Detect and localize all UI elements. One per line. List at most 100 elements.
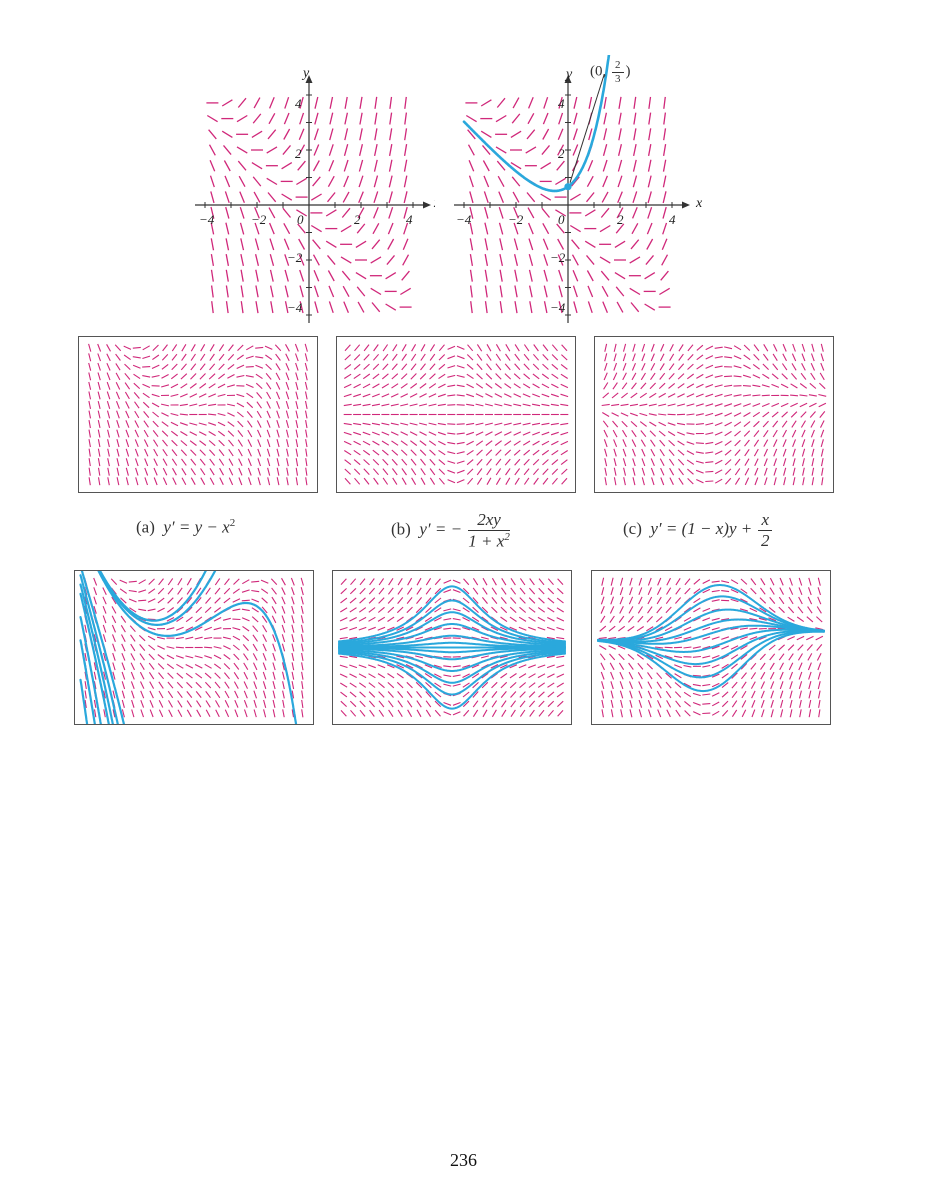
slope-segment — [456, 460, 465, 464]
slope-segment — [377, 682, 385, 689]
slope-segment — [428, 440, 437, 446]
slope-segment — [275, 353, 281, 361]
slope-segment — [664, 626, 673, 632]
slope-segment — [217, 412, 226, 417]
slope-segment — [674, 655, 683, 659]
slope-segment — [677, 383, 685, 389]
slope-segment — [638, 587, 643, 596]
slope-segment — [204, 672, 212, 679]
slope-segment — [599, 645, 607, 650]
slope-segment — [714, 384, 723, 388]
slope-segment — [116, 420, 120, 428]
slope-segment — [790, 411, 798, 418]
slope-segment — [469, 206, 474, 219]
slope-segment — [209, 363, 216, 371]
slope-segment — [239, 222, 245, 235]
slope-segment — [343, 431, 352, 436]
slope-segment — [789, 671, 794, 680]
slope-segment — [773, 439, 778, 447]
slope-segment — [818, 393, 827, 397]
slope-segment — [651, 477, 655, 486]
slope-segment — [542, 112, 549, 125]
slope-segment — [223, 663, 231, 670]
slope-segment — [93, 662, 97, 671]
slope-segment — [124, 372, 131, 380]
slope-segment — [531, 422, 541, 426]
slope-segment — [88, 410, 92, 419]
x-tick-label: −2 — [251, 212, 267, 227]
slope-segment — [391, 363, 398, 371]
slope-segment — [255, 285, 259, 298]
slope-segment — [647, 587, 652, 596]
x-tick-label: 4 — [669, 212, 676, 227]
slope-segment — [792, 343, 796, 352]
slope-segment — [798, 681, 803, 690]
slope-segment — [467, 477, 474, 485]
slope-segment — [632, 477, 636, 486]
slope-segment — [362, 431, 371, 436]
slope-segment — [686, 383, 695, 389]
slope-segment — [629, 699, 633, 708]
slope-segment — [283, 238, 290, 251]
slope-segment — [556, 691, 564, 698]
slope-segment — [144, 467, 149, 476]
slope-segment — [130, 653, 136, 661]
slope-segment — [640, 372, 646, 381]
slope-segment — [622, 362, 627, 371]
slope-segment — [608, 625, 616, 632]
slope-segment — [817, 662, 822, 671]
slope-segment — [611, 403, 620, 407]
slope-segment — [537, 626, 546, 631]
slope-segment — [420, 468, 426, 476]
slope-segment — [112, 690, 116, 699]
slope-segment — [818, 709, 821, 718]
slope-segment — [486, 353, 492, 361]
slope-segment — [560, 403, 569, 407]
caption-c-denominator: 2 — [760, 530, 770, 550]
slope-segment — [540, 193, 552, 201]
slope-segment — [584, 209, 596, 217]
slope-segment — [354, 344, 361, 352]
slope-segment — [208, 440, 216, 447]
slope-segment — [344, 477, 351, 485]
slope-segment — [397, 700, 403, 708]
slope-segment — [702, 579, 711, 584]
slope-segment — [619, 577, 624, 586]
slope-segment — [637, 615, 644, 623]
slope-segment — [186, 577, 192, 586]
slope-segment — [343, 175, 350, 188]
slope-segment — [656, 681, 662, 689]
slope-segment — [629, 256, 641, 264]
slope-segment — [272, 699, 276, 708]
slope-segment — [373, 175, 379, 188]
slope-segment — [543, 301, 548, 314]
slope-segment — [194, 655, 203, 659]
slope-segment — [148, 653, 155, 661]
slope-segment — [295, 372, 299, 381]
slope-segment — [402, 254, 410, 266]
slope-segment — [389, 112, 393, 125]
slope-segment — [186, 691, 193, 698]
slope-segment — [665, 596, 672, 605]
slope-segment — [344, 344, 351, 352]
slope-segment — [166, 617, 175, 622]
slope-segment — [434, 682, 442, 688]
slope-segment — [522, 383, 531, 389]
slope-segment — [161, 412, 169, 417]
slope-segment — [300, 605, 304, 614]
slope-segment — [233, 653, 240, 661]
slope-segment — [538, 578, 545, 586]
slope-segment — [295, 419, 299, 429]
slope-segment — [665, 606, 672, 614]
slope-segment — [608, 636, 617, 640]
slope-segment — [424, 673, 433, 679]
slope-segment — [538, 700, 545, 708]
slope-segment — [541, 373, 550, 380]
slope-segment — [411, 344, 417, 352]
slope-segment — [686, 373, 695, 380]
slope-segment — [97, 439, 101, 448]
slope-segment — [743, 403, 751, 407]
slope-segment — [655, 626, 663, 632]
slope-segment — [636, 654, 644, 660]
slope-segment — [663, 96, 666, 109]
